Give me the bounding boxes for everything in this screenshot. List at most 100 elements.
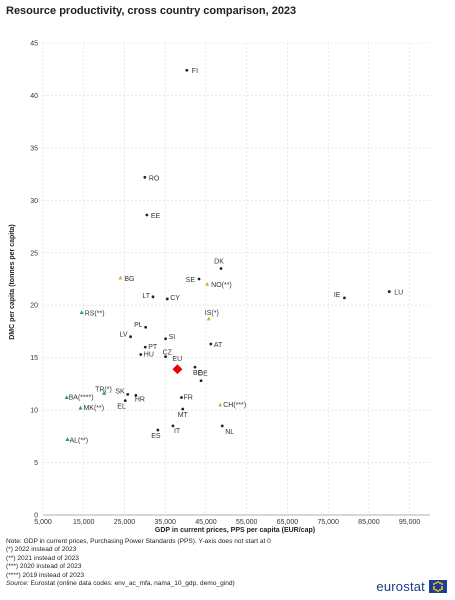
x-tick-label: 35,000 xyxy=(154,519,176,526)
point-label: DE xyxy=(198,371,208,378)
point-label: PT xyxy=(148,344,158,351)
point-marker xyxy=(206,316,211,321)
point-marker xyxy=(193,365,197,369)
point-label: MT xyxy=(178,412,189,419)
point-label: LT xyxy=(142,293,150,300)
y-tick-label: 35 xyxy=(30,145,38,152)
point-label: DK xyxy=(214,259,224,266)
point-marker xyxy=(180,396,183,399)
point-label: MK(**) xyxy=(83,405,104,412)
point-label: EU xyxy=(172,356,182,363)
point-label: AL(**) xyxy=(69,437,88,444)
y-axis-label: DMC per capita (tonnes per capita) xyxy=(9,224,16,340)
x-tick-label: 55,000 xyxy=(236,519,258,526)
point-label: LV xyxy=(120,332,128,339)
point-marker xyxy=(118,275,123,280)
x-tick-label: 65,000 xyxy=(277,519,299,526)
x-tick-label: 95,000 xyxy=(399,519,421,526)
chart-title: Resource productivity, cross country com… xyxy=(6,5,297,17)
point-label: CZ xyxy=(163,350,173,357)
x-axis-ticks: 5,000 15,000 25,000 35,000 45,000 55,000 65,00… xyxy=(34,519,420,526)
point-label: CY xyxy=(170,295,180,302)
eurostat-logo: eurostat xyxy=(376,579,447,594)
point-label: EE xyxy=(151,213,161,220)
point-label: AT xyxy=(214,342,223,349)
point-marker xyxy=(102,391,107,395)
point-label: PL xyxy=(134,322,143,329)
point-marker xyxy=(139,353,143,356)
point-marker xyxy=(387,290,391,293)
y-axis-ticks: 0 5 10 15 20 25 30 35 40 45 xyxy=(30,41,38,520)
point-marker xyxy=(220,424,224,428)
gridlines xyxy=(42,42,430,516)
point-marker xyxy=(171,424,175,428)
point-label: BE xyxy=(193,370,203,377)
point-marker xyxy=(151,295,155,299)
source-text: Eurostat (online data codes: env_ac_mfa,… xyxy=(30,580,235,588)
note-line: (***) 2020 instead of 2023 xyxy=(6,563,82,571)
point-marker xyxy=(143,345,147,349)
point-marker xyxy=(199,379,203,383)
point-marker xyxy=(145,213,149,217)
eu-flag-icon xyxy=(429,580,447,593)
y-tick-label: 20 xyxy=(30,303,38,310)
point-marker xyxy=(144,325,148,329)
point-label: BG xyxy=(124,276,134,283)
point-marker xyxy=(129,335,132,339)
point-marker xyxy=(205,281,210,286)
point-marker xyxy=(164,337,168,341)
point-label: EL xyxy=(117,404,126,411)
point-marker xyxy=(164,355,168,359)
point-label: ES xyxy=(151,433,161,440)
data-points: FI RO EE DK BG SE NO(**) LU IE LT CY RS(**) IS(*) PL L… xyxy=(64,68,403,444)
footnotes: Note: GDP in current prices, Purchasing … xyxy=(6,538,271,588)
point-marker xyxy=(343,296,346,300)
point-marker xyxy=(219,267,223,270)
point-label: TR(*) xyxy=(95,386,112,393)
y-tick-label: 15 xyxy=(30,355,38,362)
y-tick-label: 40 xyxy=(30,93,38,100)
point-label: IT xyxy=(174,428,181,435)
note-line: Note: GDP in current prices, Purchasing … xyxy=(6,538,271,545)
x-tick-label: 75,000 xyxy=(317,519,339,526)
point-label: SE xyxy=(186,277,196,284)
point-label: CH(***) xyxy=(223,402,246,409)
point-label: FR xyxy=(184,395,193,402)
source-label: Source: xyxy=(6,580,29,588)
y-tick-label: 30 xyxy=(30,198,38,205)
x-tick-label: 15,000 xyxy=(73,519,95,526)
x-tick-label: 85,000 xyxy=(358,519,380,526)
note-line: (**) 2021 instead of 2023 xyxy=(6,554,79,562)
point-label: LU xyxy=(394,290,403,297)
point-marker xyxy=(78,405,83,410)
point-marker xyxy=(197,277,201,281)
x-tick-label: 45,000 xyxy=(195,519,217,526)
point-marker xyxy=(134,394,138,397)
x-tick-label: 5,000 xyxy=(34,519,52,526)
logo-text: eurostat xyxy=(376,579,425,594)
source-line: Source: Eurostat (online data codes: env… xyxy=(6,580,271,588)
y-tick-label: 25 xyxy=(30,250,38,257)
point-label: HU xyxy=(144,352,154,359)
point-marker xyxy=(218,402,223,407)
point-marker xyxy=(123,399,127,403)
note-line: (****) 2019 instead of 2023 xyxy=(6,571,85,579)
point-label: IS(*) xyxy=(205,310,219,317)
x-axis-label: GDP in current prices, PPS per capita (E… xyxy=(155,527,315,534)
point-label: RO xyxy=(149,175,160,182)
point-marker xyxy=(185,68,189,72)
point-label: IE xyxy=(334,292,341,299)
point-label: RS(**) xyxy=(85,311,105,318)
point-marker xyxy=(181,407,185,411)
point-marker xyxy=(165,297,169,301)
y-tick-label: 45 xyxy=(30,41,38,48)
point-marker xyxy=(126,392,130,396)
point-marker xyxy=(79,310,84,315)
point-label: HR xyxy=(135,396,145,403)
point-label: FI xyxy=(192,68,198,75)
y-tick-label: 5 xyxy=(34,460,38,467)
point-eu xyxy=(172,364,183,375)
point-label: SI xyxy=(169,334,176,341)
point-label: NL xyxy=(225,429,234,436)
scatter-chart: 0 5 10 15 20 25 30 35 40 45 5,000 15,000 25,000 35,0… xyxy=(9,41,430,534)
